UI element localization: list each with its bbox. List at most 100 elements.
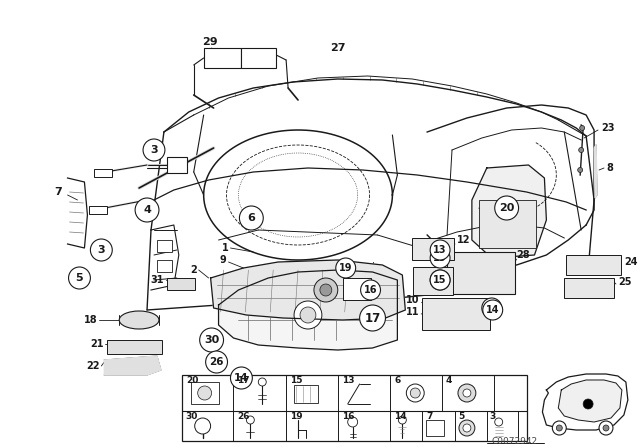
Text: 14: 14 [486,305,499,315]
Text: 3: 3 [97,245,105,255]
Bar [479,200,536,248]
Text: 30: 30 [186,412,198,421]
Circle shape [458,384,476,402]
Text: 6: 6 [394,375,401,384]
Circle shape [495,418,502,426]
Circle shape [230,367,252,389]
Text: 14: 14 [394,412,407,421]
Bar [182,375,527,441]
Circle shape [410,388,420,398]
Bar [564,278,614,298]
Text: 3: 3 [490,412,496,421]
Circle shape [239,206,263,230]
Text: 16: 16 [342,412,355,421]
Circle shape [398,416,406,424]
Text: 31: 31 [150,275,164,285]
Bar [90,206,108,214]
Bar [343,278,371,300]
Circle shape [406,384,424,402]
Text: 9: 9 [220,255,227,265]
Text: 16: 16 [364,285,378,295]
Circle shape [360,305,385,331]
Circle shape [198,386,212,400]
Bar [426,420,444,436]
Text: 8: 8 [606,163,613,173]
Text: 19: 19 [339,263,353,273]
Text: 6: 6 [248,213,255,223]
Circle shape [603,425,609,431]
Text: 13: 13 [342,375,355,384]
Bar [167,157,187,173]
Circle shape [135,198,159,222]
Bar [294,385,318,403]
Circle shape [68,267,90,289]
Text: 17: 17 [364,311,381,324]
Circle shape [430,270,450,290]
Circle shape [552,421,566,435]
Text: 4: 4 [446,375,452,384]
Text: 20: 20 [186,375,198,384]
Circle shape [314,278,338,302]
Text: 25: 25 [618,277,632,287]
Bar [167,278,195,290]
Text: 7: 7 [426,412,433,421]
Text: 13: 13 [433,253,447,263]
Text: 23: 23 [601,123,614,133]
Bar [108,340,162,354]
Circle shape [300,307,316,323]
Circle shape [259,378,266,386]
Circle shape [580,125,584,130]
Text: 17: 17 [237,375,250,384]
Text: 27: 27 [330,43,346,53]
Bar [191,382,218,404]
Circle shape [90,239,112,261]
Text: 12: 12 [457,235,470,245]
Circle shape [495,196,518,220]
Text: 14: 14 [234,373,249,383]
Circle shape [430,270,450,290]
Bar [157,260,172,272]
Text: 15: 15 [433,275,447,285]
Bar [241,48,276,68]
Circle shape [459,420,475,436]
Circle shape [483,300,502,320]
Text: 3: 3 [150,145,158,155]
Text: 5: 5 [76,273,83,283]
Polygon shape [218,270,397,350]
Circle shape [348,417,358,427]
Circle shape [200,328,223,352]
Text: 5: 5 [458,412,464,421]
Circle shape [463,389,471,397]
Text: 13: 13 [433,245,447,255]
Bar [447,252,515,294]
Circle shape [463,424,471,432]
Text: 28: 28 [516,250,530,260]
Circle shape [482,298,502,318]
Circle shape [599,421,613,435]
Bar [566,255,621,275]
Text: 15: 15 [433,275,447,285]
Text: 11: 11 [406,307,419,317]
Text: 15: 15 [290,375,303,384]
Bar [157,240,172,252]
Bar [204,48,241,68]
Circle shape [579,147,584,152]
Text: 19: 19 [290,412,303,421]
Circle shape [195,418,211,434]
Text: 26: 26 [209,357,224,367]
Circle shape [205,351,227,373]
Text: 24: 24 [624,257,637,267]
Text: C0072942: C0072942 [492,436,538,445]
Circle shape [143,139,165,161]
Text: 7: 7 [54,187,62,197]
Ellipse shape [119,311,159,329]
Text: 21: 21 [90,339,103,349]
Text: 1: 1 [221,243,228,253]
Text: 10: 10 [406,295,419,305]
Text: 14: 14 [485,303,499,313]
Text: 4: 4 [143,205,151,215]
Circle shape [578,168,582,172]
Bar [422,298,490,330]
Bar [413,267,453,295]
Circle shape [430,248,450,268]
